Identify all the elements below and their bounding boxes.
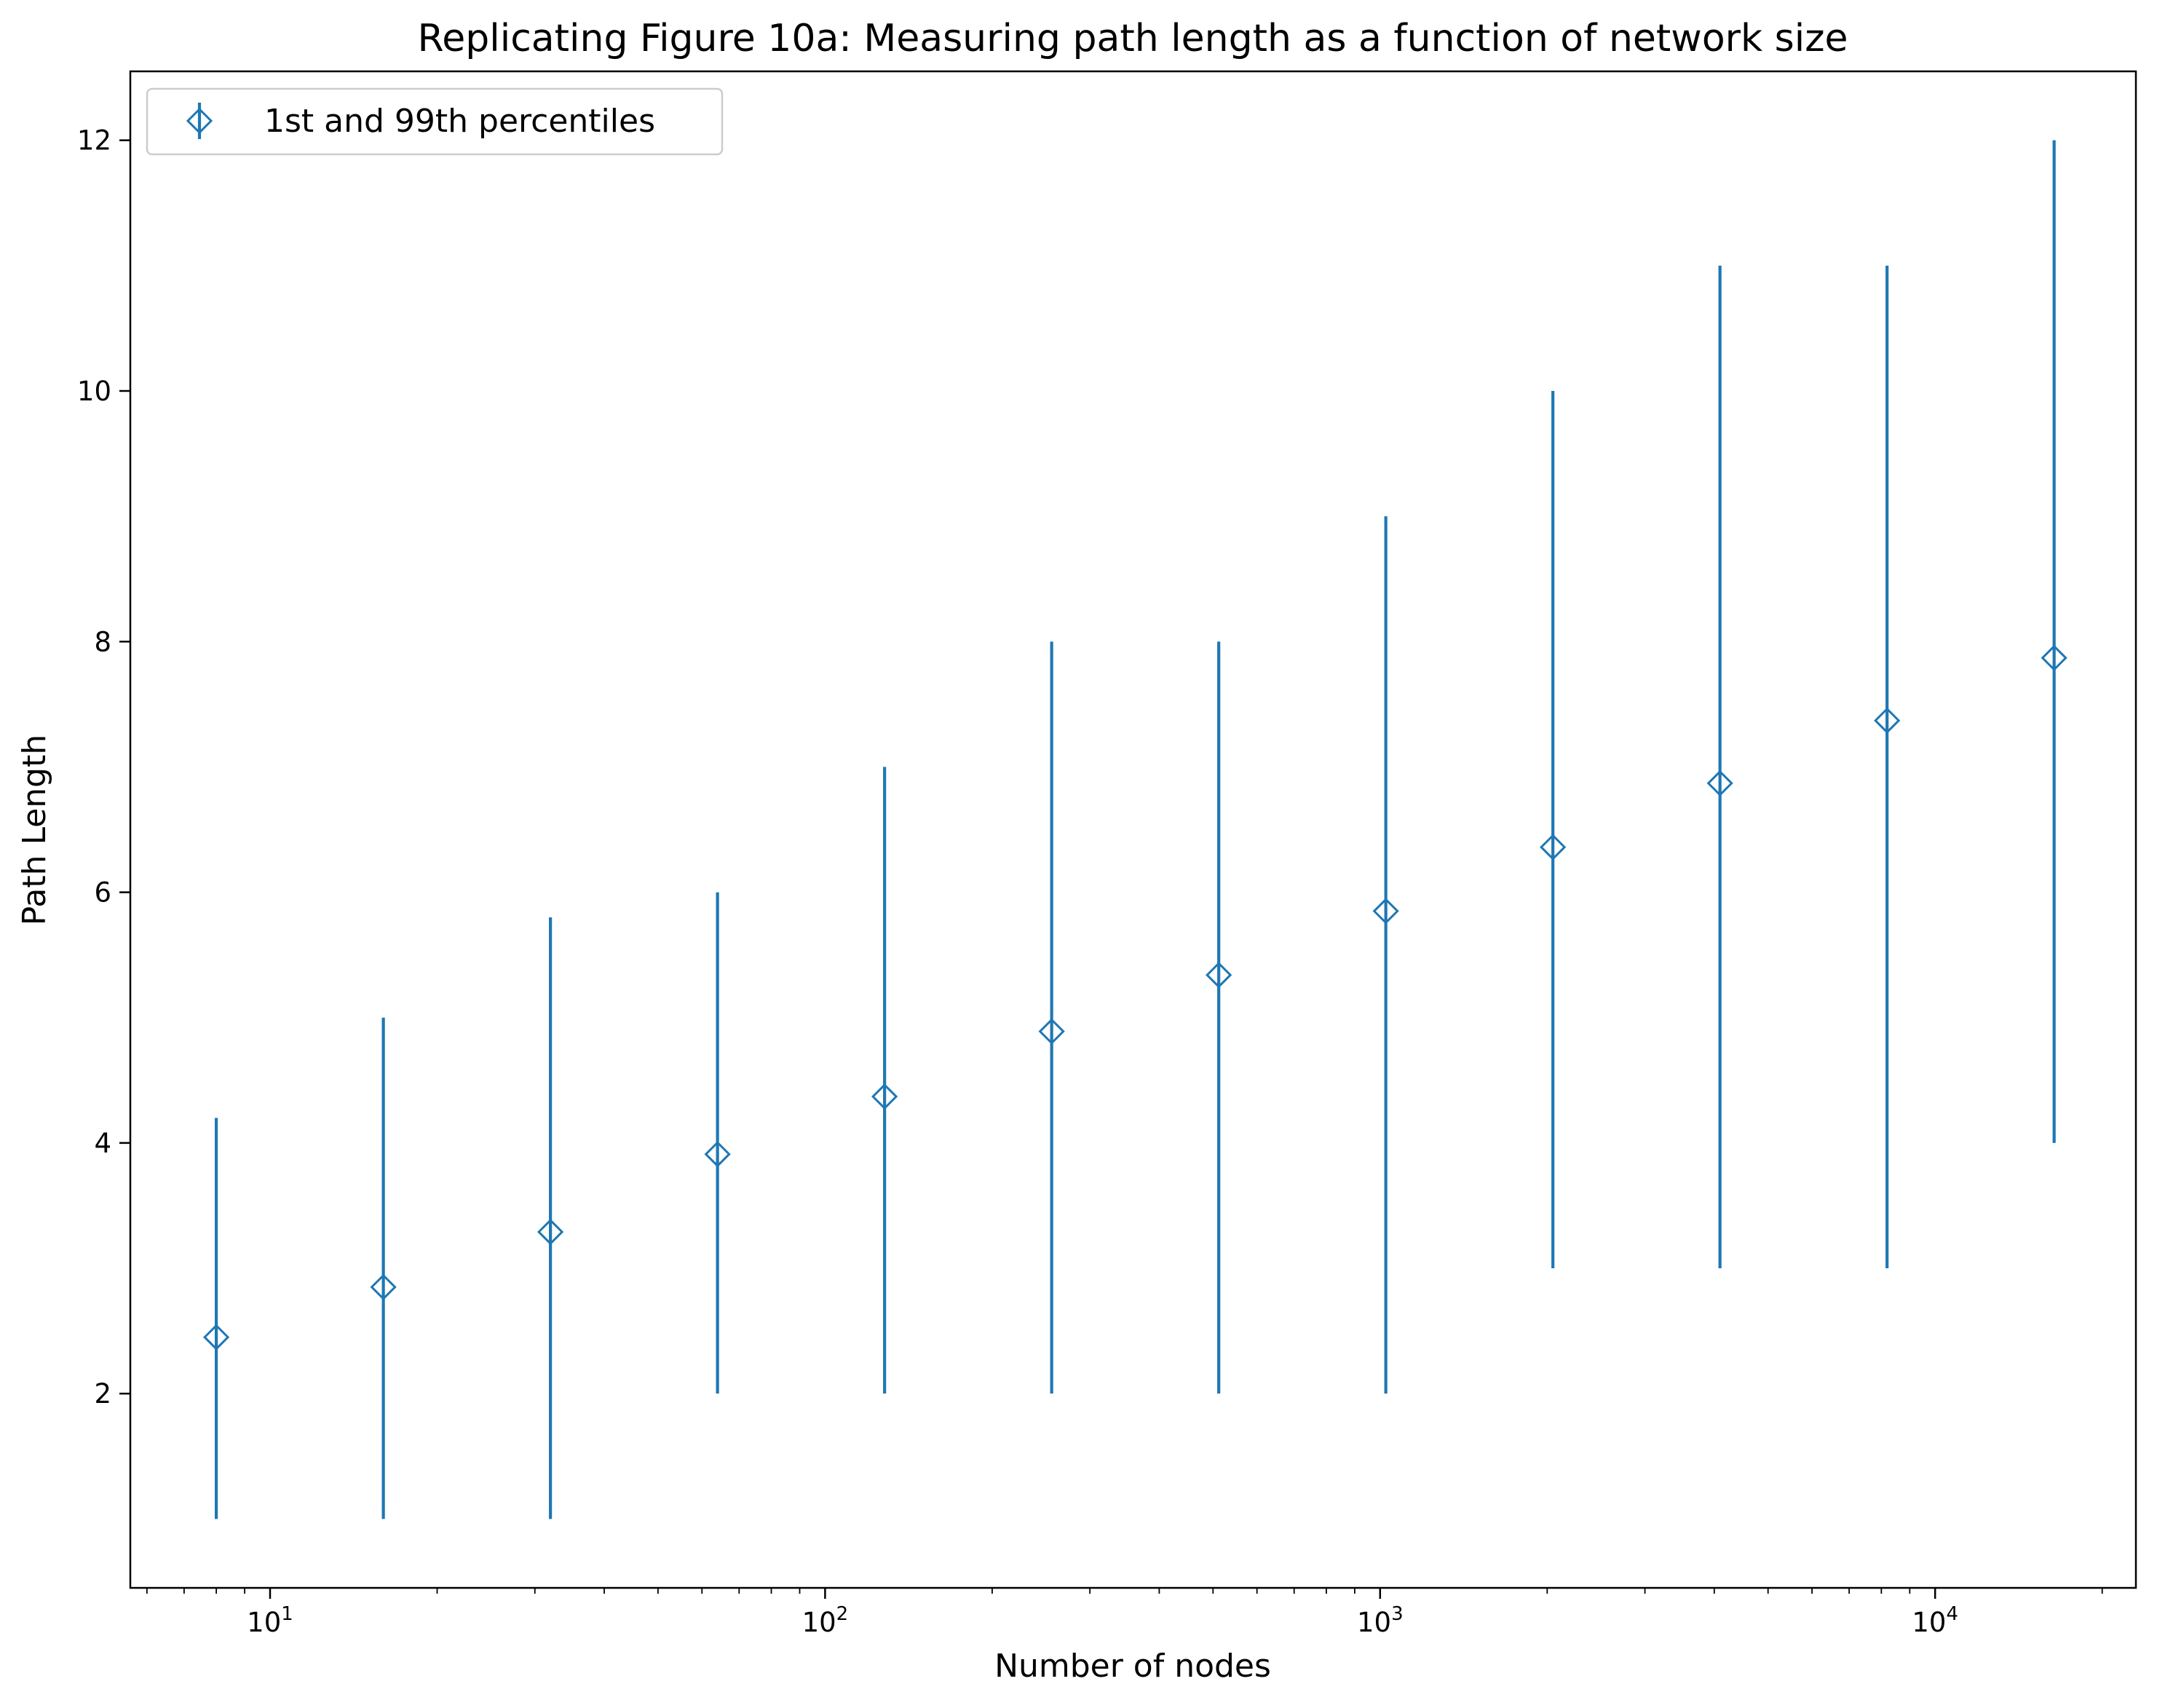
y-axis-label: Path Length <box>16 735 53 925</box>
data-point-marker <box>370 1273 397 1300</box>
x-axis-ticks: 101 102 103 104 <box>146 1588 2103 1638</box>
y-tick-label: 4 <box>94 1128 111 1159</box>
x-axis-label: Number of nodes <box>994 1648 1271 1685</box>
data-point-marker <box>871 1083 898 1110</box>
data-point-marker <box>1038 1018 1065 1045</box>
data-point-marker <box>704 1141 731 1168</box>
legend-label: 1st and 99th percentiles <box>264 103 655 140</box>
data-point-marker <box>1706 770 1733 796</box>
y-tick-label: 12 <box>77 125 111 157</box>
data-point-marker <box>1540 834 1567 861</box>
x-tick-label: 101 <box>247 1603 293 1638</box>
data-point-marker <box>1206 962 1232 989</box>
x-tick-label: 104 <box>1912 1603 1958 1638</box>
y-axis-ticks: 2 4 6 8 10 12 <box>77 125 130 1410</box>
data-point-marker <box>202 1324 230 1351</box>
y-tick-label: 2 <box>94 1378 111 1410</box>
x-tick-label: 103 <box>1357 1603 1404 1638</box>
plot-content <box>202 140 2067 1519</box>
plot-area-frame <box>129 70 2137 1589</box>
legend: 1st and 99th percentiles <box>146 87 724 156</box>
data-point-marker <box>1372 898 1399 925</box>
data-point-marker <box>537 1218 564 1246</box>
legend-diamond-marker <box>186 107 213 135</box>
y-tick-label: 8 <box>94 626 111 657</box>
y-tick-label: 6 <box>94 877 111 909</box>
data-point-marker <box>2041 644 2067 671</box>
legend-marker-icon <box>186 103 213 139</box>
chart-title: Replicating Figure 10a: Measuring path l… <box>418 17 1848 60</box>
legend-box <box>146 87 724 156</box>
data-point-marker <box>1874 707 1901 734</box>
y-tick-label: 10 <box>77 376 111 407</box>
x-tick-label: 102 <box>802 1603 849 1638</box>
